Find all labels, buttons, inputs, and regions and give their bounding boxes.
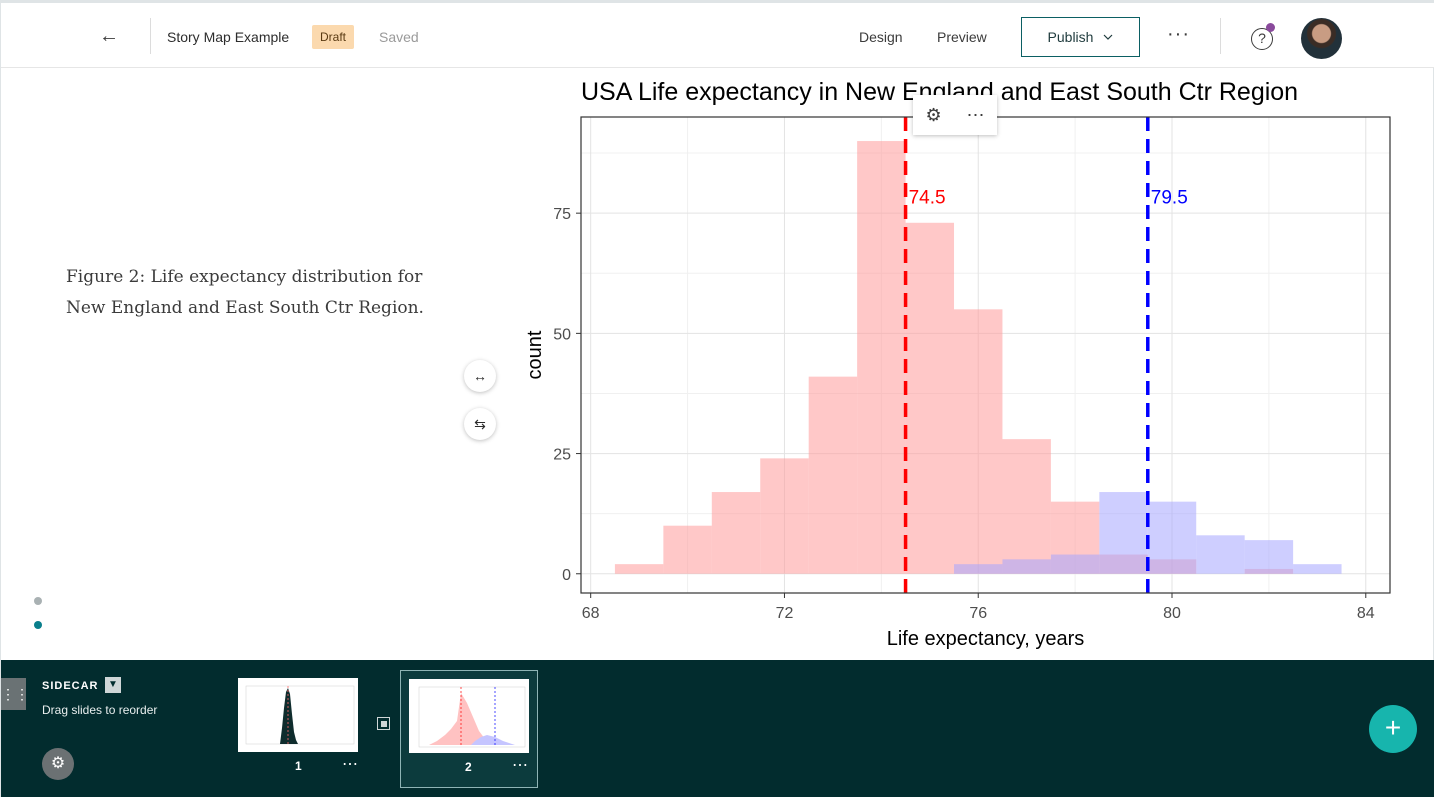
- drag-hint: Drag slides to reorder: [42, 703, 158, 717]
- y-tick-label: 25: [553, 447, 571, 464]
- histogram-bar-series-2: [1196, 535, 1245, 574]
- chevron-down-icon[interactable]: ▼: [105, 677, 121, 693]
- design-button[interactable]: Design: [859, 29, 903, 45]
- x-tick-label: 76: [969, 605, 987, 622]
- media-more-icon[interactable]: ⋯: [966, 104, 985, 125]
- histogram-bar-series-1: [711, 492, 761, 574]
- resize-width-icon[interactable]: ↔: [464, 360, 496, 392]
- swap-sides-icon[interactable]: ⇆: [464, 408, 496, 440]
- histogram-bar-series-2: [1293, 564, 1342, 574]
- y-tick-label: 50: [553, 326, 571, 343]
- histogram-bar-series-1: [614, 564, 664, 574]
- figure-caption[interactable]: Figure 2: Life expectancy distribution f…: [66, 267, 424, 318]
- slide-thumbnail-1[interactable]: 1 ⋯: [238, 670, 362, 788]
- duplicate-icon[interactable]: [377, 717, 390, 730]
- y-tick-label: 0: [562, 567, 571, 584]
- story-title[interactable]: Story Map Example: [167, 29, 290, 45]
- add-slide-button[interactable]: +: [1369, 705, 1417, 753]
- histogram-bar-series-1: [663, 525, 712, 574]
- draft-badge: Draft: [312, 25, 355, 49]
- settings-gear-icon[interactable]: ⚙: [42, 748, 74, 780]
- y-tick-label: 75: [553, 206, 571, 223]
- histogram-bar-series-1: [954, 309, 1003, 574]
- histogram-bar-series-1: [760, 458, 809, 574]
- preview-button[interactable]: Preview: [937, 29, 987, 45]
- top-header: ← Story Map Example Draft Saved Design P…: [1, 0, 1434, 68]
- help-icon[interactable]: ?: [1251, 23, 1275, 50]
- x-tick-label: 72: [776, 605, 794, 622]
- histogram-bar-series-1: [857, 141, 906, 574]
- media-toolbar: ⚙ ⋯: [913, 95, 997, 135]
- slide-1-preview: [238, 678, 358, 752]
- histogram-bar-series-2: [1099, 492, 1148, 574]
- slide-number: 2: [465, 760, 472, 774]
- slide-thumbnail-2[interactable]: 2 ⋯: [400, 670, 538, 788]
- slide-number: 1: [295, 759, 302, 773]
- histogram-bar-series-1: [905, 222, 955, 574]
- header-divider: [150, 18, 151, 54]
- slide-dot-1[interactable]: [34, 597, 42, 605]
- mean-label-1: 74.5: [909, 188, 946, 209]
- histogram-bar-series-2: [1244, 540, 1294, 574]
- slide-1-more-icon[interactable]: ⋯: [342, 756, 359, 773]
- histogram-bar-series-2: [954, 564, 1003, 574]
- gear-icon[interactable]: ⚙: [925, 104, 942, 125]
- x-tick-label: 84: [1357, 605, 1375, 622]
- mean-label-2: 79.5: [1151, 188, 1188, 209]
- x-tick-label: 80: [1163, 605, 1181, 622]
- slide-2-preview: [409, 679, 529, 753]
- slide-tray: ⋮⋮ SIDECAR ▼ Drag slides to reorder ⚙ 1 …: [1, 660, 1434, 797]
- save-state: Saved: [379, 29, 419, 45]
- more-options-icon[interactable]: ···: [1167, 23, 1190, 45]
- chevron-down-icon: [1104, 34, 1113, 40]
- sidecar-label: SIDECAR: [42, 680, 99, 692]
- user-avatar[interactable]: [1301, 18, 1342, 59]
- publish-label: Publish: [1047, 29, 1094, 45]
- publish-button[interactable]: Publish: [1021, 17, 1140, 57]
- drag-handle-icon[interactable]: ⋮⋮: [1, 678, 29, 710]
- slide-dot-2[interactable]: [34, 621, 42, 629]
- x-axis-label: Life expectancy, years: [887, 628, 1085, 650]
- notification-dot: [1266, 23, 1275, 32]
- chart-media[interactable]: 74.5 79.5 68 72 76 80 84 0 25 50 75 USA Life expect…: [511, 70, 1411, 660]
- slide-2-more-icon[interactable]: ⋯: [512, 757, 529, 774]
- slide-dots-nav: [34, 597, 42, 645]
- back-arrow-icon[interactable]: ←: [99, 25, 119, 47]
- x-tick-label: 68: [582, 605, 600, 622]
- header-divider-right: [1220, 18, 1221, 54]
- help-glyph: ?: [1258, 30, 1266, 46]
- histogram-bar-series-2: [1147, 501, 1197, 574]
- histogram-bar-series-1: [1002, 439, 1051, 574]
- histogram-bar-series-2: [1050, 554, 1100, 574]
- histogram-bar-series-2: [1002, 559, 1051, 574]
- y-axis-label: count: [524, 330, 546, 379]
- histogram-bar-series-1: [808, 376, 858, 574]
